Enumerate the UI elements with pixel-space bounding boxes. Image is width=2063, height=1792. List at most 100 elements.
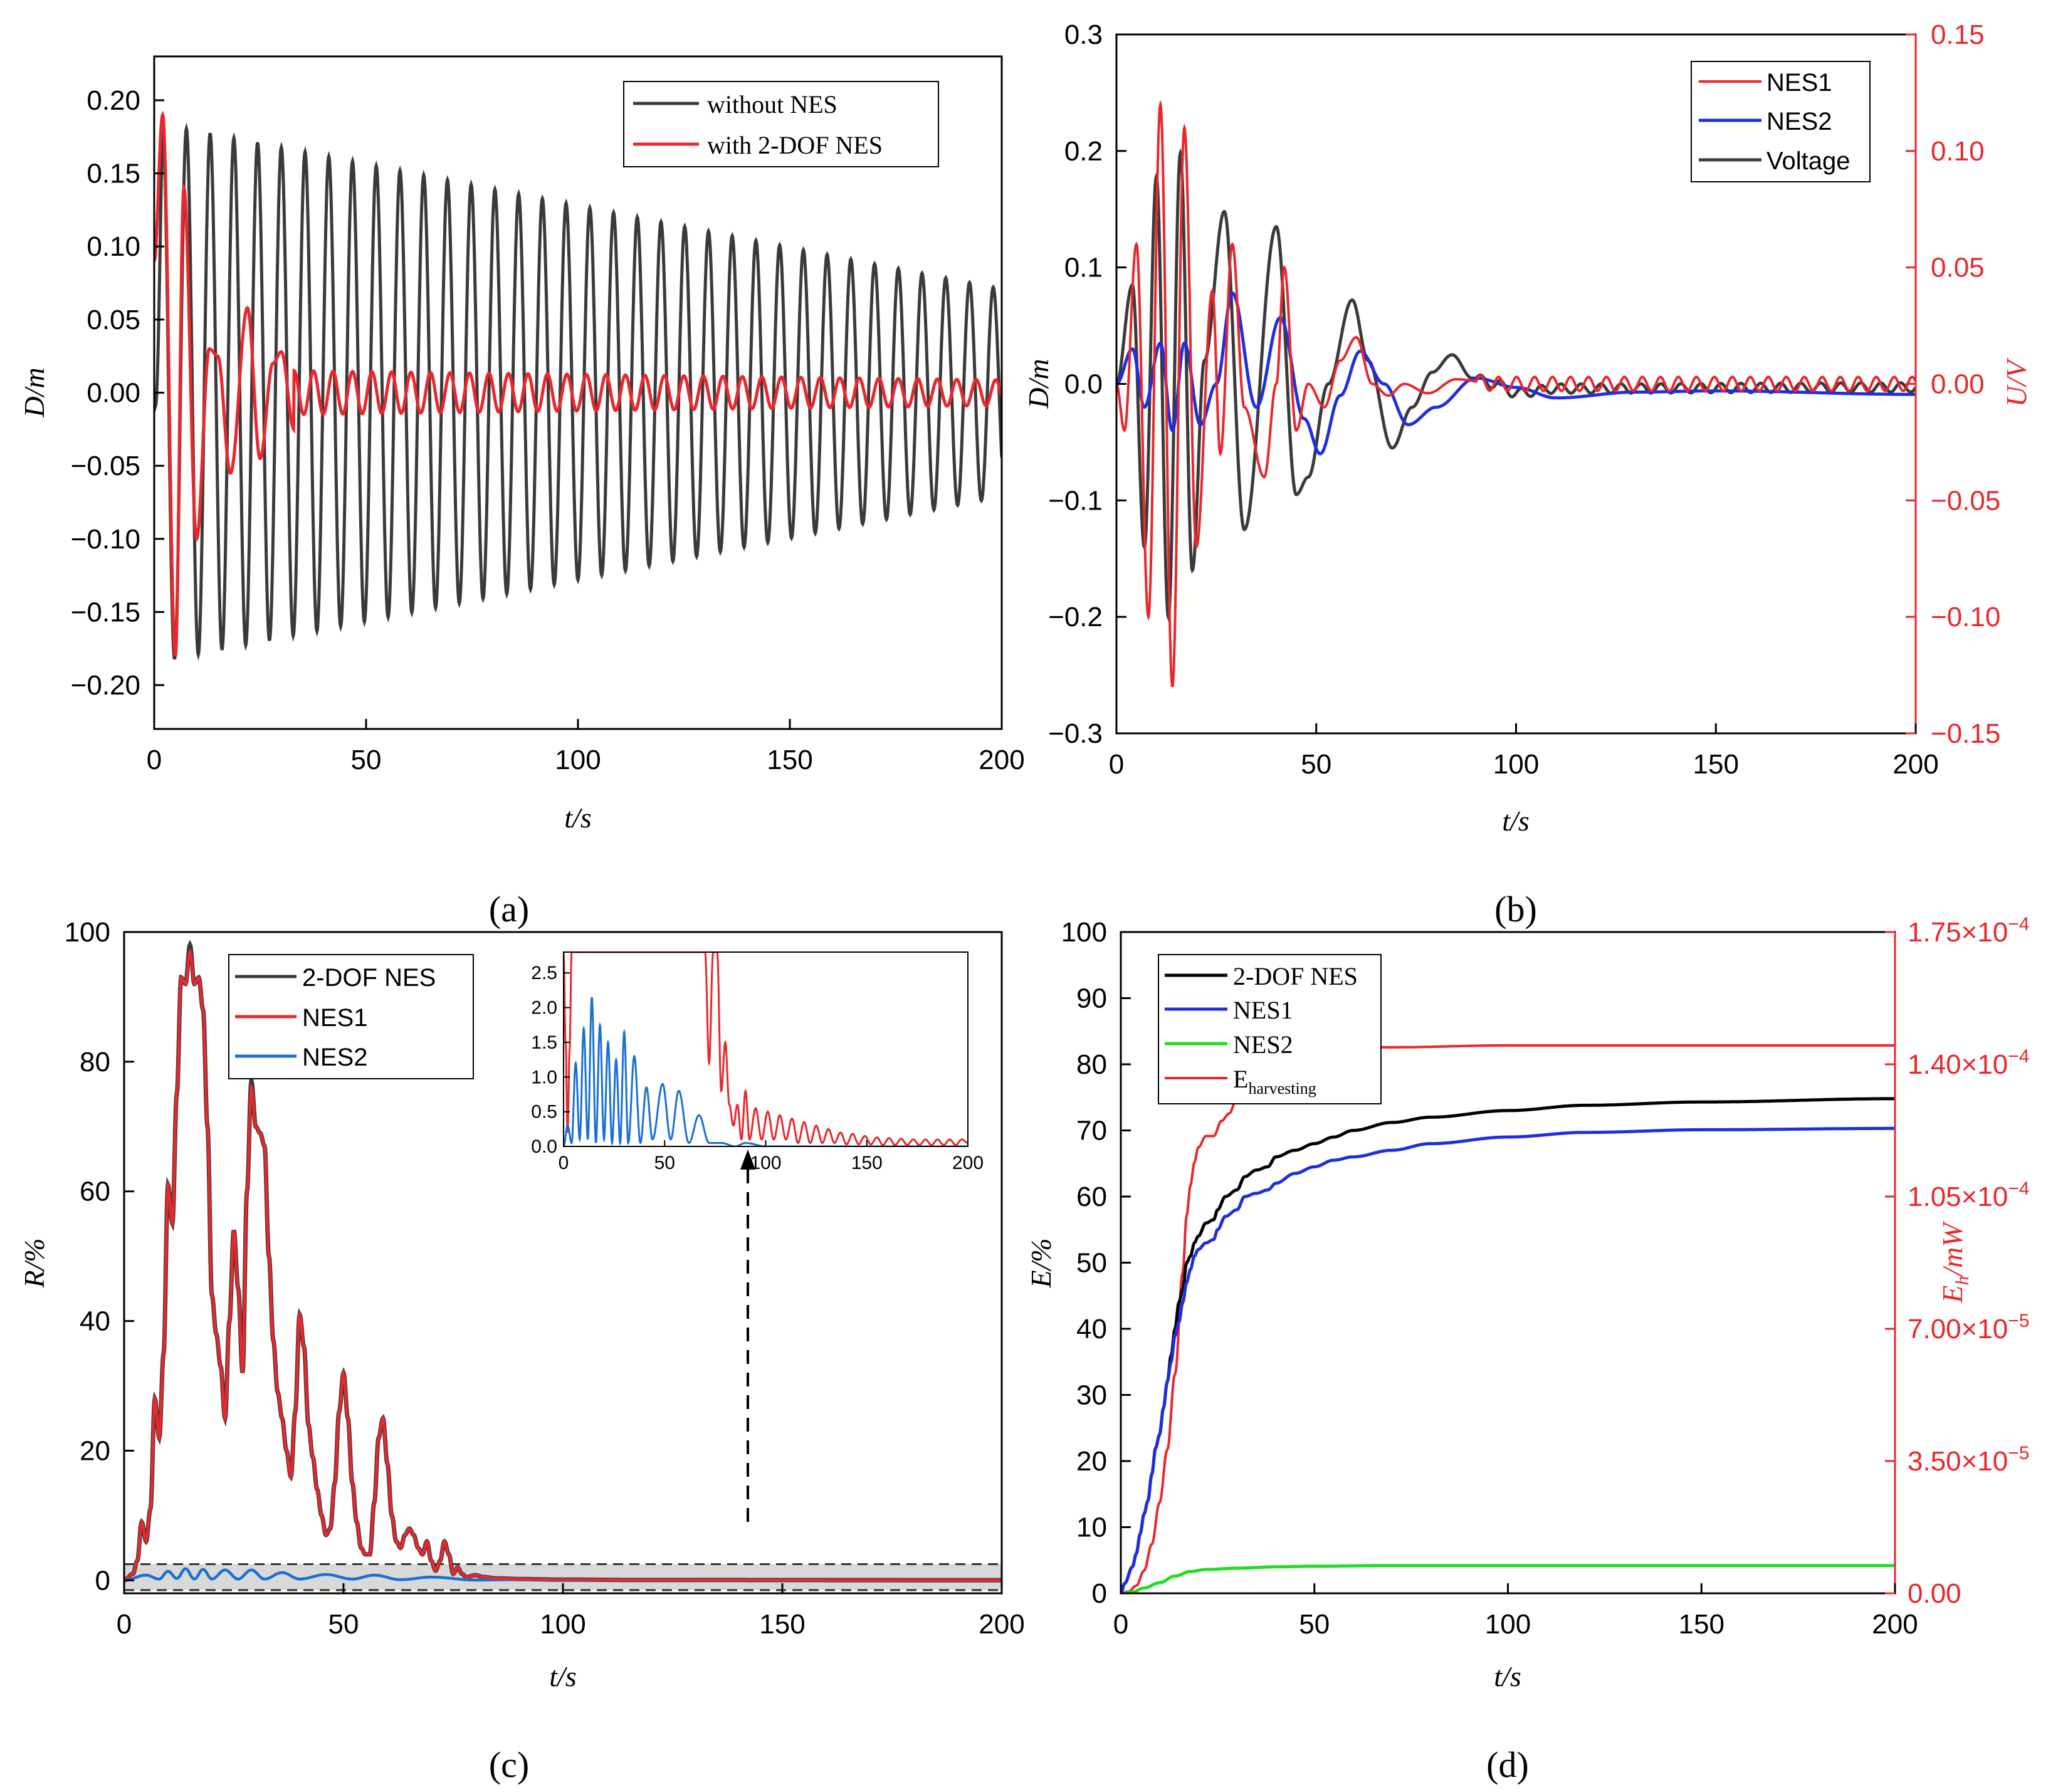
- y-tick-label-a: 0.20: [87, 85, 140, 116]
- inset-y-tick-label: 0.0: [531, 1136, 557, 1157]
- legend-label-eharvest-d: Eharvesting: [1233, 1065, 1316, 1098]
- legend-label-nes1-b: NES1: [1766, 69, 1832, 97]
- x-tick-label-c: 100: [540, 1609, 585, 1640]
- panel-d: 0 50 100 150 200 0 10 20 30 40 50 60 70 80 90 100 0.00 3.…: [1025, 914, 2030, 1785]
- y-tick-label-d: 20: [1076, 1446, 1107, 1477]
- legend-label-nes1-c: NES1: [302, 1004, 368, 1032]
- series-line-2-dof-nes-d: [1121, 1097, 1895, 1593]
- y-right-tick-label-b: −0.05: [1931, 485, 2000, 516]
- y-tick-label-d: 80: [1076, 1049, 1107, 1080]
- x-tick-label-a: 100: [555, 745, 601, 775]
- series-line-with-nes: [154, 110, 1002, 657]
- x-axis-label-a: t/s: [564, 802, 591, 834]
- y-axis-right-label-d: Eh/mW: [1936, 1221, 1973, 1304]
- panel-label-c: (c): [489, 1744, 529, 1785]
- y-tick-label-d: 100: [1061, 917, 1107, 948]
- inset-x-tick-label: 100: [750, 1153, 781, 1173]
- series-line-e-d: [1121, 1044, 1895, 1593]
- y-tick-label-b: −0.3: [1048, 718, 1103, 749]
- series-line-nes2-d: [1121, 1564, 1895, 1593]
- panel-label-a: (a): [489, 889, 529, 930]
- inset-x-tick-label: 150: [851, 1153, 883, 1173]
- legend-label-without-nes: without NES: [707, 90, 837, 118]
- y-tick-label-a: 0.05: [87, 305, 140, 335]
- legend-label-nes2-b: NES2: [1766, 108, 1832, 135]
- legend-eharvest-sub: harvesting: [1248, 1079, 1316, 1098]
- y-tick-label-a: 0.00: [87, 378, 140, 409]
- legend-label-2dof-d: 2-DOF NES: [1233, 962, 1358, 990]
- y-tick-label-a: 0.15: [87, 159, 140, 189]
- y-tick-label-b: 0.2: [1064, 136, 1103, 167]
- inset-y-tick-label: 2.5: [531, 963, 557, 983]
- y-tick-label-c: 0: [95, 1565, 110, 1596]
- inset-x-tick-label: 0: [559, 1153, 569, 1173]
- x-tick-label-d: 100: [1485, 1609, 1531, 1640]
- y-tick-label-d: 10: [1076, 1512, 1107, 1543]
- inset-y-tick-label: 1.0: [531, 1067, 557, 1087]
- x-axis-label-d: t/s: [1494, 1660, 1521, 1692]
- y-right-tick-label-b: −0.15: [1931, 718, 2000, 749]
- y-axis-label-d: E/%: [1025, 1238, 1057, 1288]
- inset-y-tick-label: 1.5: [531, 1032, 557, 1053]
- x-tick-label-a: 50: [351, 745, 382, 775]
- y-tick-label-c: 40: [80, 1306, 110, 1337]
- y-tick-label-a: 0.10: [87, 231, 140, 262]
- panel-b: 0 50 100 150 200 −0.3 −0.2 −0.1 0.0 0.1 0.2 0.3 −0.1…: [1022, 19, 2032, 930]
- x-tick-label-d: 50: [1299, 1609, 1330, 1640]
- y-right-tick-label-b: 0.05: [1931, 253, 1985, 283]
- x-tick-label-c: 150: [759, 1609, 805, 1640]
- y-tick-label-d: 50: [1076, 1248, 1107, 1279]
- legend-label-with-nes: with 2-DOF NES: [707, 131, 883, 159]
- x-axis-label-b: t/s: [1502, 805, 1529, 837]
- y-tick-label-b: 0.3: [1064, 19, 1103, 50]
- right-label-unit: /mW: [1936, 1221, 1968, 1278]
- y-tick-label-d: 0: [1092, 1578, 1107, 1609]
- y-tick-label-a: −0.05: [71, 451, 140, 481]
- y-right-tick-label-b: 0.15: [1931, 19, 1985, 50]
- y-right-tick-label-d: 1.75×10−4: [1908, 914, 2030, 948]
- y-axis-right-label-b: U/V: [2000, 357, 2032, 407]
- x-tick-label-a: 150: [767, 745, 812, 775]
- y-right-tick-label-d: 1.40×10−4: [1908, 1046, 2030, 1080]
- y-tick-label-a: −0.15: [71, 597, 140, 627]
- y-tick-label-c: 60: [80, 1176, 110, 1207]
- x-tick-label-a: 0: [147, 745, 162, 775]
- y-tick-label-b: 0.1: [1064, 253, 1103, 283]
- y-right-tick-label-b: 0.10: [1931, 136, 1985, 167]
- legend-label-nes2-d: NES2: [1233, 1030, 1293, 1059]
- y-tick-label-b: 0.0: [1064, 369, 1103, 400]
- y-tick-label-c: 80: [80, 1047, 110, 1077]
- x-tick-label-d: 150: [1679, 1609, 1724, 1640]
- x-tick-label-d: 0: [1113, 1609, 1128, 1640]
- inset-x-tick-label: 200: [952, 1153, 984, 1173]
- inset-series-line-nes1: [564, 952, 968, 1146]
- legend-a: without NES with 2-DOF NES: [623, 81, 939, 167]
- y-tick-label-d: 60: [1076, 1182, 1107, 1212]
- panel-a: 0 50 100 150 200 −0.20 −0.15 −0.10 −0.05 0.00 0.05…: [18, 55, 1025, 930]
- inset-c: 0 50 100 150 200 0.0 0.5 1.0 1.5 2.0 2.5: [531, 951, 984, 1173]
- x-tick-label-c: 50: [328, 1609, 359, 1640]
- inset-y-tick-label: 0.5: [531, 1102, 557, 1123]
- y-tick-label-a: −0.20: [71, 670, 140, 701]
- y-right-tick-label-d: 7.00×10−5: [1908, 1311, 2030, 1344]
- panel-label-b: (b): [1494, 889, 1537, 930]
- x-tick-label-b: 100: [1493, 749, 1539, 780]
- legend-label-voltage-b: Voltage: [1766, 147, 1850, 175]
- y-axis-label-b: D/m: [1022, 359, 1054, 409]
- panel-c: 0 50 100 150 200 0 20 40 60 80 100 t/s R/% 2-DOF N…: [18, 917, 1025, 1785]
- legend-label-nes1-d: NES1: [1233, 996, 1293, 1024]
- y-tick-label-a: −0.10: [71, 524, 140, 555]
- series-line-without-nes: [154, 122, 1002, 661]
- x-tick-label-b: 150: [1693, 749, 1739, 780]
- y-axis-label-a: D/m: [18, 367, 50, 417]
- inset-series-line-nes2: [564, 997, 968, 1146]
- svg-text:Eh/mW: Eh/mW: [1936, 1221, 1973, 1304]
- legend-c: 2-DOF NES NES1 NES2: [228, 954, 474, 1079]
- y-tick-label-d: 30: [1076, 1380, 1107, 1411]
- y-axis-label-c: R/%: [18, 1238, 50, 1288]
- series-line-nes2-b: [1116, 291, 1916, 456]
- x-tick-label-c: 0: [117, 1609, 132, 1640]
- series-line-nes1-b: [1116, 99, 1916, 688]
- inset-x-tick-label: 50: [654, 1153, 675, 1173]
- panel-label-d: (d): [1486, 1744, 1529, 1785]
